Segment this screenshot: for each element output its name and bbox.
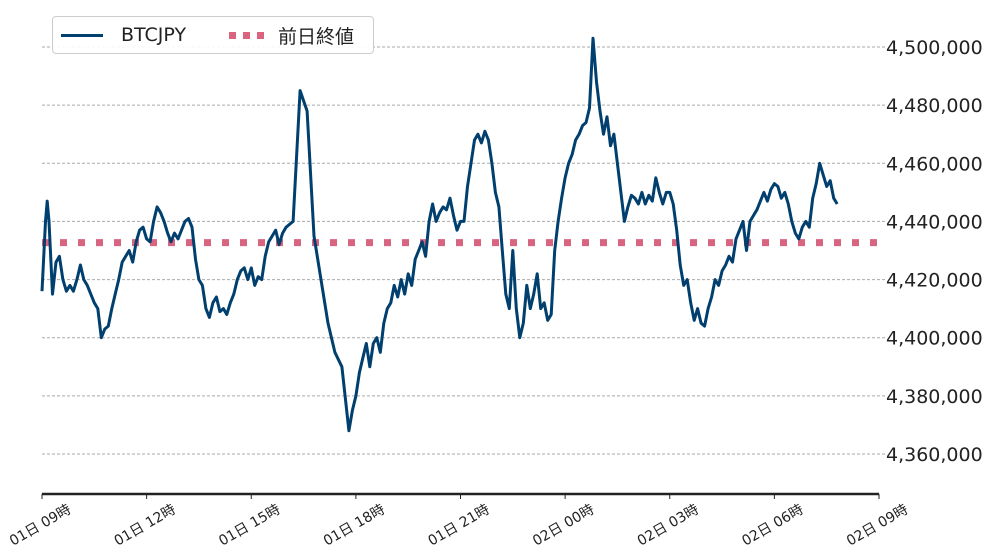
- legend-label-prev-close: 前日終値: [278, 25, 355, 48]
- y-tick-label: 4,440,000: [886, 211, 983, 233]
- y-tick-label: 4,400,000: [886, 328, 983, 350]
- y-tick-label: 4,360,000: [886, 444, 983, 466]
- legend-label-btcjpy: BTCJPY: [121, 24, 187, 46]
- x-tick-label: 02日 03時: [635, 502, 702, 550]
- legend-item-prev-close: 前日終値: [229, 17, 354, 53]
- y-axis-ticks: 4,360,000 4,380,000 4,400,000 4,420,000 4,44…: [886, 37, 983, 466]
- x-tick-label: 01日 09時: [7, 502, 74, 550]
- dotted-line-swatch-icon: [229, 31, 264, 39]
- y-tick-label: 4,460,000: [886, 153, 983, 175]
- solid-line-swatch-icon: [61, 33, 103, 37]
- y-tick-label: 4,420,000: [886, 270, 983, 292]
- x-tick-label: 01日 12時: [112, 502, 179, 550]
- x-tick-label: 01日 15時: [216, 502, 283, 550]
- y-gridlines: [42, 46, 885, 455]
- legend: BTCJPY 前日終値: [52, 16, 374, 54]
- x-tick-label: 02日 00時: [530, 502, 597, 550]
- y-tick-label: 4,380,000: [886, 386, 983, 408]
- y-tick-label: 4,500,000: [886, 37, 983, 59]
- x-tick-label: 01日 21時: [426, 502, 493, 550]
- y-tick-label: 4,480,000: [886, 95, 983, 117]
- x-tick-label: 01日 18時: [321, 502, 388, 550]
- x-tick-label: 02日 09時: [844, 502, 911, 550]
- btcjpy-series-line: [40, 36, 839, 433]
- x-axis-ticks: 01日 09時 01日 12時 01日 15時 01日 18時 01日 21時 02日 0…: [7, 494, 911, 550]
- x-tick-label: 02日 06時: [739, 502, 806, 550]
- legend-item-btcjpy: BTCJPY: [61, 17, 186, 53]
